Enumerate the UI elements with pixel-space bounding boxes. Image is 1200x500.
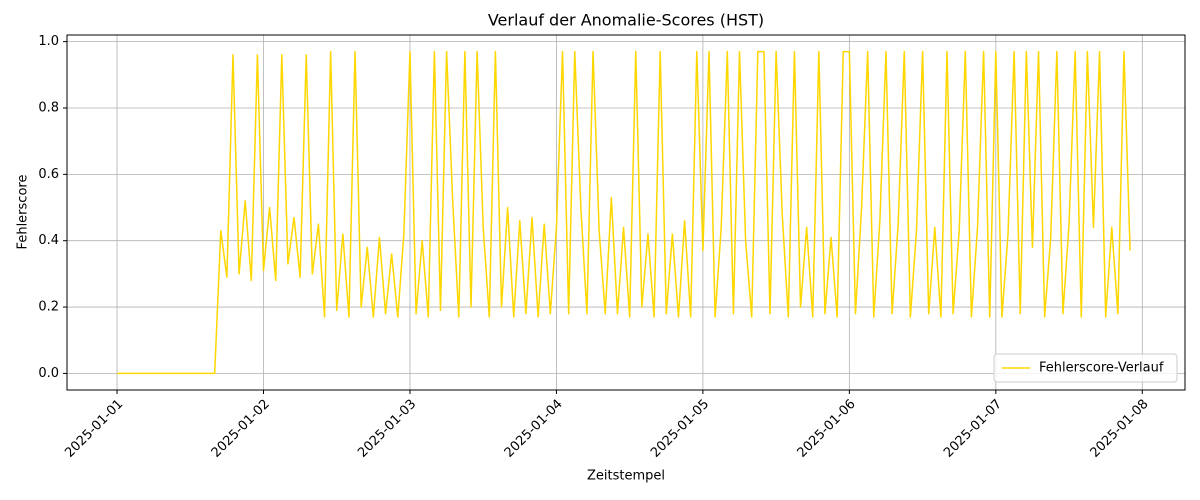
legend-label: Fehlerscore-Verlauf (1039, 361, 1164, 376)
y-tick-label: 0.4 (38, 233, 59, 248)
plot-frame (66, 34, 1186, 391)
y-axis-label: Fehlerscore (16, 175, 31, 250)
x-tick-label: 2025-01-01 (62, 397, 126, 461)
y-tick-label: 0.8 (38, 100, 59, 115)
chart-title: Verlauf der Anomalie-Scores (HST) (488, 11, 764, 30)
legend: Fehlerscore-Verlauf (993, 353, 1178, 383)
x-axis-label: Zeitstempel (587, 469, 665, 484)
line-series (117, 50, 1131, 375)
y-tick-label: 0.6 (38, 167, 59, 182)
x-tick-label: 2025-01-04 (502, 397, 566, 461)
x-tick-label: 2025-01-02 (209, 397, 273, 461)
y-tick-label: 0.0 (38, 366, 59, 381)
y-tick-label: 0.2 (38, 300, 59, 315)
legend-box (993, 353, 1178, 383)
x-tick-label: 2025-01-03 (355, 397, 419, 461)
x-tick-label: 2025-01-05 (648, 397, 712, 461)
y-tick-label: 1.0 (38, 34, 59, 49)
x-tick-label: 2025-01-06 (795, 397, 859, 461)
x-tick-label: 2025-01-08 (1088, 397, 1152, 461)
x-tick-label: 2025-01-07 (941, 397, 1005, 461)
